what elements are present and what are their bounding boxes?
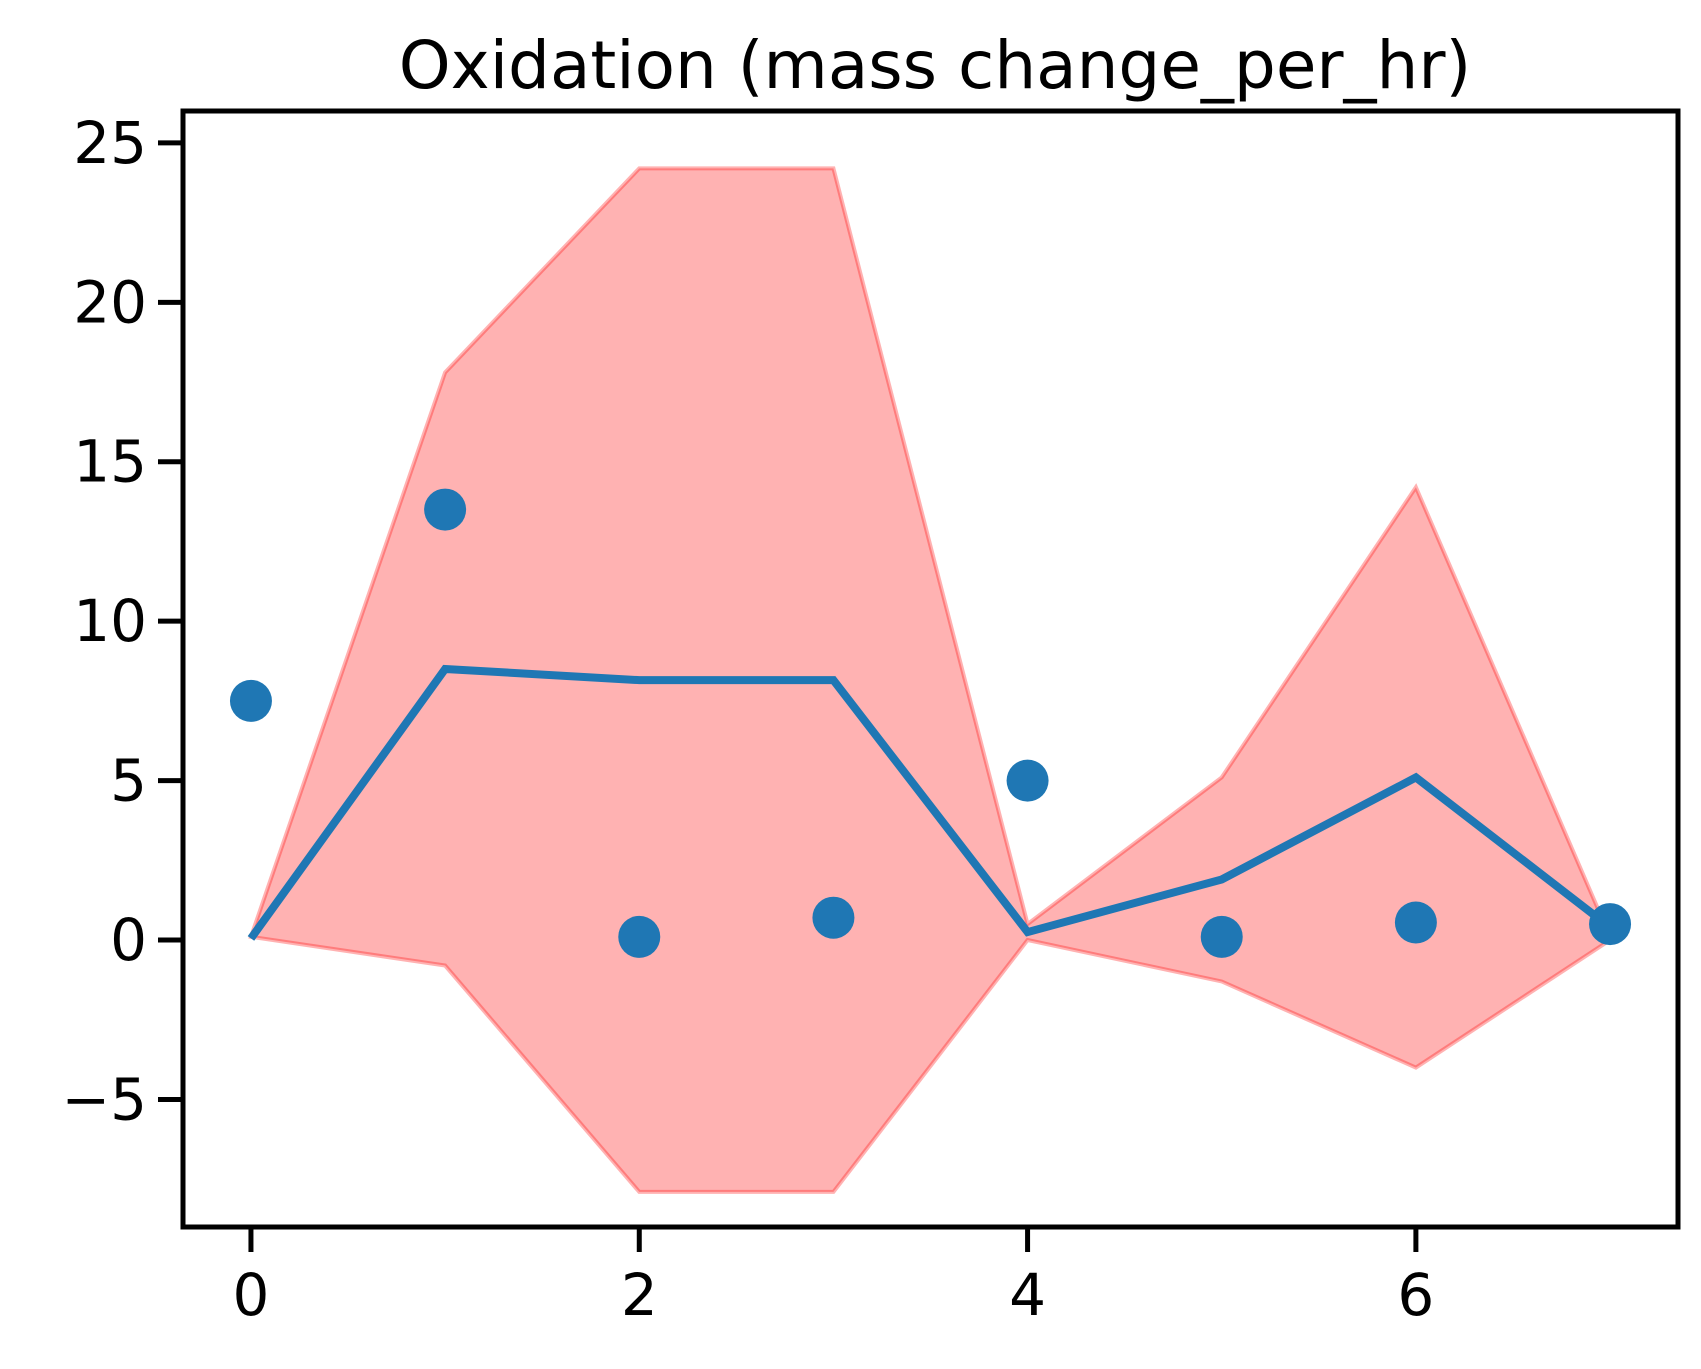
x-tick-label: 0	[233, 1261, 270, 1329]
x-tick-label: 2	[621, 1261, 658, 1329]
data-point	[424, 488, 467, 531]
mean-line-layer	[247, 664, 1613, 941]
x-axis: 0 2 4 6	[233, 1227, 1434, 1329]
y-tick-label: 20	[73, 268, 147, 336]
data-point	[1589, 903, 1632, 946]
y-axis: −5 0 5 10 15 20 25	[62, 109, 183, 1133]
confidence-band	[248, 166, 1613, 1194]
chart-title: Oxidation (mass change_per_hr)	[399, 27, 1472, 104]
y-tick-label: 0	[110, 906, 147, 974]
y-tick-label: −5	[62, 1065, 148, 1133]
plot-area-frame	[180, 108, 1681, 1230]
confidence-band-layer	[248, 166, 1613, 1194]
mean-line	[247, 664, 1613, 941]
scatter-points-layer	[229, 488, 1632, 958]
data-point	[1200, 915, 1243, 958]
x-tick-label: 6	[1397, 1261, 1434, 1329]
data-point	[618, 915, 661, 958]
y-tick-label: 10	[73, 587, 147, 655]
data-point	[229, 679, 272, 722]
data-point	[812, 896, 855, 939]
x-tick-label: 4	[1009, 1261, 1046, 1329]
y-tick-label: 15	[73, 428, 147, 496]
data-point	[1006, 759, 1049, 802]
y-tick-label: 25	[73, 109, 147, 177]
data-point	[1394, 901, 1437, 944]
y-tick-label: 5	[110, 747, 147, 815]
